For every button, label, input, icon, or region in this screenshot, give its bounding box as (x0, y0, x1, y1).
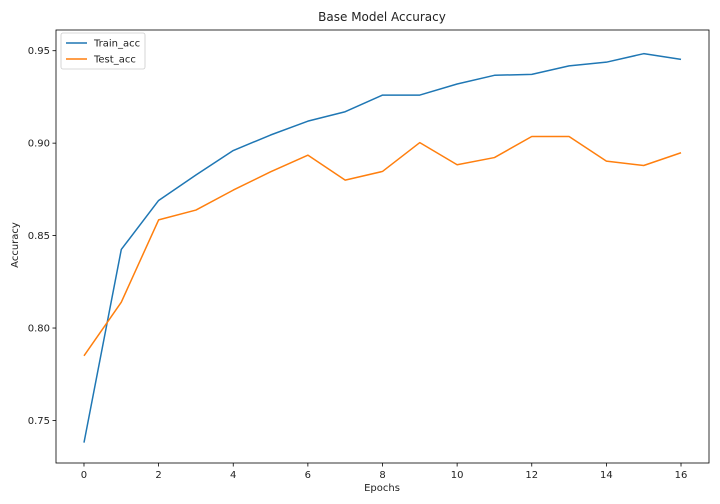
legend-label-train-acc: Train_acc (93, 39, 140, 50)
x-tick-label: 10 (451, 470, 464, 481)
x-tick-label: 4 (230, 470, 236, 481)
y-tick-label: 0.85 (28, 231, 50, 242)
y-axis-label: Accuracy (10, 222, 21, 268)
legend-box (60, 32, 146, 70)
series-line-train-acc (83, 52, 682, 443)
plot-area: 0 2 4 6 8 10 12 14 16 0.75 0.80 0.85 0.90 0.95 Train_a… (28, 29, 710, 481)
x-tick-label: 12 (525, 470, 538, 481)
x-tick-label: 0 (81, 470, 87, 481)
x-tick-label: 6 (305, 470, 311, 481)
x-axis-label: Epochs (364, 483, 400, 494)
y-tick-label: 0.80 (28, 324, 50, 335)
series-line-test-acc (83, 135, 682, 357)
x-tick-label: 2 (155, 470, 161, 481)
y-tick-label: 0.95 (28, 46, 50, 57)
x-tick-label: 16 (675, 470, 688, 481)
x-tick-label: 8 (379, 470, 385, 481)
x-tick-label: 14 (600, 470, 613, 481)
legend-label-test-acc: Test_acc (93, 55, 136, 66)
chart-title: Base Model Accuracy (318, 10, 446, 24)
y-tick-label: 0.90 (28, 139, 50, 150)
y-tick-label: 0.75 (28, 416, 50, 427)
